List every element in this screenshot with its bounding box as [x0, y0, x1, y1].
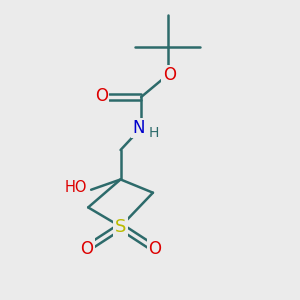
Text: O: O — [95, 86, 108, 104]
Text: O: O — [163, 66, 176, 84]
Text: H: H — [148, 126, 159, 140]
Text: S: S — [115, 218, 126, 236]
Text: N: N — [132, 119, 145, 137]
Text: O: O — [80, 240, 93, 258]
Text: O: O — [148, 240, 161, 258]
Text: HO: HO — [64, 180, 87, 195]
